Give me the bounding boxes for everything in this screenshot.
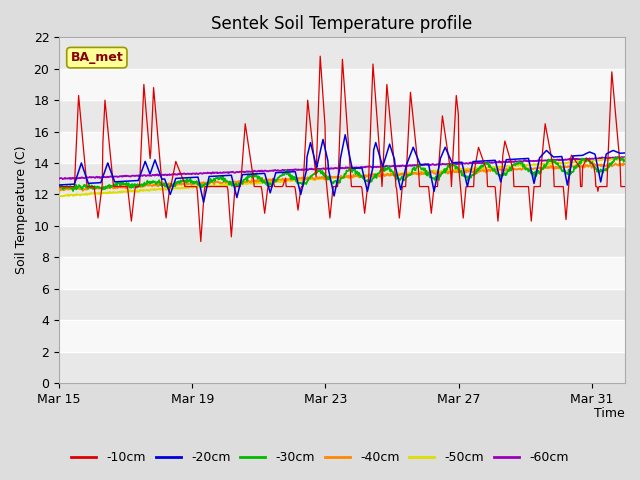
Bar	[59, 194, 625, 226]
Bar	[59, 351, 625, 383]
Bar	[59, 257, 625, 288]
Legend: -10cm, -20cm, -30cm, -40cm, -50cm, -60cm: -10cm, -20cm, -30cm, -40cm, -50cm, -60cm	[67, 446, 573, 469]
Bar	[59, 69, 625, 100]
Bar	[59, 288, 625, 320]
Text: Time: Time	[595, 407, 625, 420]
Y-axis label: Soil Temperature (C): Soil Temperature (C)	[15, 146, 28, 275]
Bar	[59, 226, 625, 257]
Title: Sentek Soil Temperature profile: Sentek Soil Temperature profile	[211, 15, 473, 33]
Bar	[59, 320, 625, 351]
Bar	[59, 163, 625, 194]
Bar	[59, 132, 625, 163]
Bar	[59, 37, 625, 69]
Bar	[59, 100, 625, 132]
Text: BA_met: BA_met	[70, 51, 124, 64]
